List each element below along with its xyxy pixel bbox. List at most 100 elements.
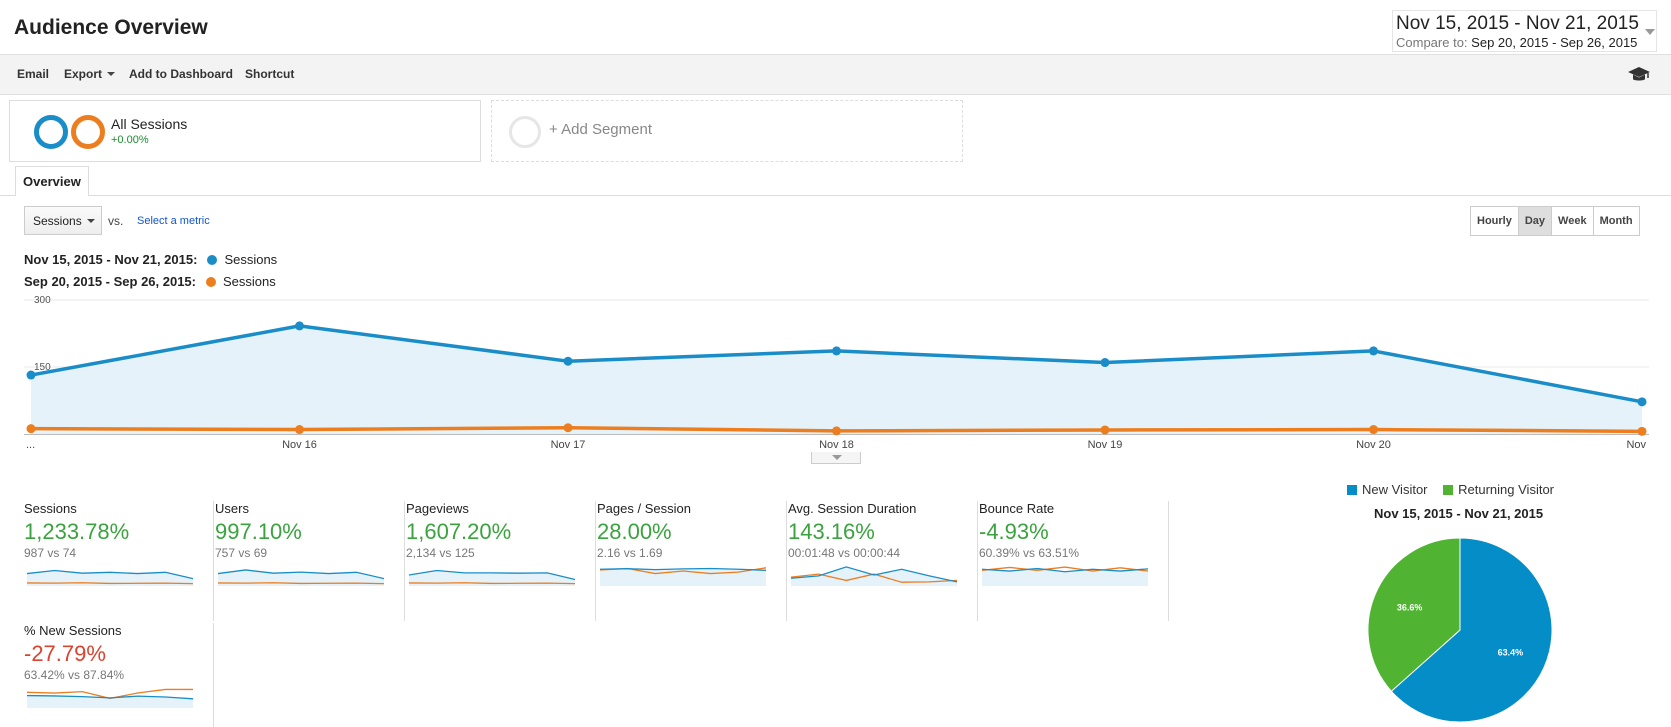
metric-name: Users (215, 501, 249, 516)
sparkline-current (408, 569, 576, 581)
pie-legend: New Visitor Returning Visitor (1347, 482, 1554, 497)
metric-change: -4.93% (979, 519, 1049, 544)
data-point[interactable] (1100, 425, 1110, 435)
shortcut-button[interactable]: Shortcut (245, 67, 295, 81)
data-point[interactable] (295, 425, 304, 435)
sparkline-previous (217, 582, 385, 585)
data-point[interactable] (295, 321, 304, 331)
x-tick-label: Nov 16 (282, 439, 317, 451)
metric-name: % New Sessions (24, 623, 122, 638)
report-header: Audience Overview Nov 15, 2015 - Nov 21,… (0, 0, 1671, 55)
sparkline-area (27, 570, 193, 586)
sparkline-current (26, 694, 194, 700)
sparkline-current (790, 566, 958, 583)
sparkline-current (599, 567, 767, 571)
metric-comparison: 2.16 vs 1.69 (597, 546, 663, 560)
x-tick-label: Nov 17 (551, 439, 586, 451)
metric-card[interactable]: Bounce Rate -4.93% 60.39% vs 63.51% (979, 501, 1169, 621)
metric-name: Sessions (24, 501, 77, 516)
date-range: Nov 15, 2015 - Nov 21, 2015 (1396, 13, 1639, 34)
data-point[interactable] (26, 370, 36, 380)
compare-range: Sep 20, 2015 - Sep 26, 2015 (1471, 35, 1638, 50)
export-button[interactable]: Export (64, 67, 116, 81)
x-tick-label: Nov 18 (819, 439, 854, 451)
sparkline-previous (26, 582, 194, 585)
legend-current-dot (207, 255, 218, 265)
legend-current: Nov 15, 2015 - Nov 21, 2015: Sessions (24, 252, 277, 267)
x-tick-label: Nov (1626, 439, 1646, 451)
data-point[interactable] (1369, 346, 1378, 356)
metric-card[interactable]: Users 997.10% 757 vs 69 (215, 501, 405, 621)
metric-change: 997.10% (215, 519, 302, 544)
segment-all-sessions[interactable]: All Sessions +0.00% (9, 100, 481, 162)
pie-slice-label: 36.6% (1397, 602, 1423, 612)
metric-change: 1,233.78% (24, 519, 130, 544)
add-to-dashboard-button[interactable]: Add to Dashboard (129, 67, 233, 81)
metric-card[interactable]: Pageviews 1,607.20% 2,134 vs 125 (406, 501, 596, 621)
data-point[interactable] (1637, 426, 1647, 436)
previous-period-ring-icon (71, 115, 105, 149)
legend-current-range: Nov 15, 2015 - Nov 21, 2015: (24, 252, 198, 267)
metric-change: 143.16% (788, 519, 875, 544)
sparkline-current (217, 569, 385, 580)
pie-slice[interactable] (1390, 537, 1553, 723)
pie-slice[interactable] (1367, 537, 1461, 692)
metric-card[interactable]: Pages / Session 28.00% 2.16 vs 1.69 (597, 501, 787, 621)
metric-sparkline (408, 569, 576, 586)
metric-comparison: 2,134 vs 125 (406, 546, 475, 560)
new-visitor-label: New Visitor (1362, 482, 1428, 497)
date-dropdown-arrow-icon[interactable] (1645, 29, 1655, 35)
data-point[interactable] (832, 346, 841, 356)
x-tick-label: Nov 20 (1356, 439, 1391, 451)
period-hourly-button[interactable]: Hourly (1471, 207, 1519, 235)
data-point[interactable] (1637, 397, 1647, 407)
caret-down-icon (87, 219, 95, 223)
sparkline-previous (981, 566, 1149, 572)
legend-previous-dot (206, 277, 216, 287)
report-toolbar: Email Export Add to Dashboard Shortcut (0, 55, 1671, 95)
data-point[interactable] (1369, 425, 1378, 435)
metric-comparison: 00:01:48 vs 00:00:44 (788, 546, 901, 560)
x-tick-label: Nov 19 (1088, 439, 1123, 451)
pie-slice-label: 63.4% (1498, 648, 1524, 658)
data-point[interactable] (1100, 358, 1110, 368)
sparkline-current (981, 567, 1149, 573)
sparkline-area (218, 569, 384, 586)
metric-name: Bounce Rate (979, 501, 1055, 516)
empty-segment-ring-icon (509, 116, 541, 148)
metric-sparkline (26, 688, 194, 708)
sparkline-area (409, 570, 575, 586)
metric-comparison: 63.42% vs 87.84% (24, 668, 125, 682)
data-point[interactable] (563, 356, 573, 366)
select-metric-link[interactable]: Select a metric (137, 215, 210, 227)
metric-comparison: 60.39% vs 63.51% (979, 546, 1080, 560)
segment-name: All Sessions (111, 116, 188, 132)
graduation-cap-icon[interactable] (1627, 65, 1651, 85)
date-range-picker[interactable]: Nov 15, 2015 - Nov 21, 2015 Compare to: … (1392, 10, 1657, 52)
tab-overview[interactable]: Overview (15, 166, 89, 196)
sparkline-current (26, 569, 194, 580)
metric-sparkline (981, 566, 1149, 586)
y-tick-label: 300 (34, 295, 51, 306)
metric-card[interactable]: % New Sessions -27.79% 63.42% vs 87.84% (24, 623, 214, 727)
vs-label: vs. (108, 214, 124, 228)
chart-resize-handle[interactable] (811, 452, 861, 464)
legend-previous-range: Sep 20, 2015 - Sep 26, 2015: (24, 274, 196, 289)
period-week-button[interactable]: Week (1552, 207, 1594, 235)
metric-comparison: 987 vs 74 (24, 546, 77, 560)
metric-sparkline (790, 566, 958, 586)
period-day-button[interactable]: Day (1518, 207, 1553, 235)
data-point[interactable] (832, 426, 841, 436)
add-segment-button[interactable]: + Add Segment (491, 100, 963, 162)
metric-card[interactable]: Sessions 1,233.78% 987 vs 74 (24, 501, 214, 621)
current-period-ring-icon (34, 115, 68, 149)
legend-previous-series: Sessions (223, 274, 276, 289)
metric-dropdown[interactable]: Sessions (24, 206, 102, 235)
data-point[interactable] (563, 423, 573, 433)
data-point[interactable] (26, 424, 36, 434)
metric-card[interactable]: Avg. Session Duration 143.16% 00:01:48 vs … (788, 501, 978, 621)
compare-range-line: Compare to: Sep 20, 2015 - Sep 26, 2015 (1396, 35, 1637, 50)
email-button[interactable]: Email (17, 67, 50, 81)
returning-visitor-label: Returning Visitor (1458, 482, 1555, 497)
period-month-button[interactable]: Month (1599, 215, 1633, 227)
